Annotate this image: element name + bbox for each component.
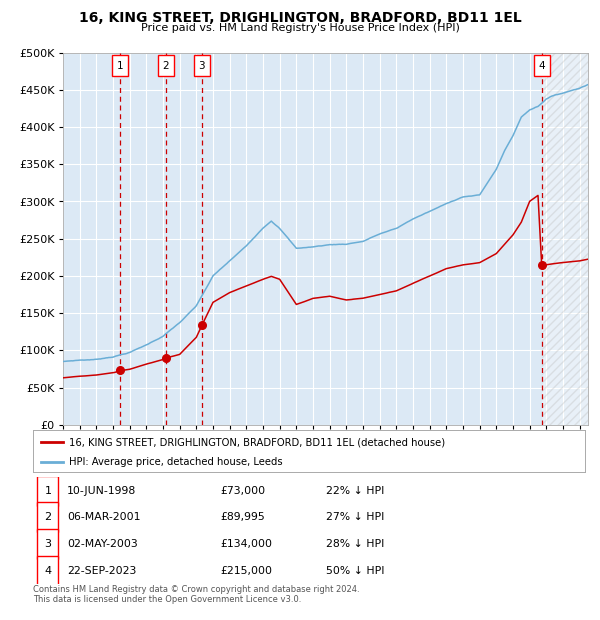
Text: 06-MAR-2001: 06-MAR-2001 [67, 512, 141, 523]
FancyBboxPatch shape [158, 55, 174, 76]
Text: 3: 3 [199, 61, 205, 71]
Bar [542, 53, 600, 425]
Text: £134,000: £134,000 [221, 539, 272, 549]
FancyBboxPatch shape [112, 55, 128, 76]
FancyBboxPatch shape [37, 502, 58, 533]
Text: 16, KING STREET, DRIGHLINGTON, BRADFORD, BD11 1EL: 16, KING STREET, DRIGHLINGTON, BRADFORD,… [79, 11, 521, 25]
FancyBboxPatch shape [37, 476, 58, 506]
Text: 16, KING STREET, DRIGHLINGTON, BRADFORD, BD11 1EL (detached house): 16, KING STREET, DRIGHLINGTON, BRADFORD,… [69, 437, 445, 447]
Text: £215,000: £215,000 [221, 565, 272, 576]
Text: 22-SEP-2023: 22-SEP-2023 [67, 565, 137, 576]
Text: 50% ↓ HPI: 50% ↓ HPI [326, 565, 384, 576]
Text: 2: 2 [44, 512, 52, 523]
Text: 4: 4 [44, 565, 52, 576]
Text: Contains HM Land Registry data © Crown copyright and database right 2024.: Contains HM Land Registry data © Crown c… [33, 585, 359, 594]
Text: £89,995: £89,995 [221, 512, 265, 523]
Text: 1: 1 [117, 61, 124, 71]
Text: 02-MAY-2003: 02-MAY-2003 [67, 539, 138, 549]
Text: Price paid vs. HM Land Registry's House Price Index (HPI): Price paid vs. HM Land Registry's House … [140, 23, 460, 33]
Text: 4: 4 [538, 61, 545, 71]
FancyBboxPatch shape [194, 55, 210, 76]
Text: £73,000: £73,000 [221, 485, 266, 496]
FancyBboxPatch shape [37, 529, 58, 559]
Text: 22% ↓ HPI: 22% ↓ HPI [326, 485, 384, 496]
Text: 27% ↓ HPI: 27% ↓ HPI [326, 512, 384, 523]
FancyBboxPatch shape [534, 55, 550, 76]
Text: 2: 2 [163, 61, 169, 71]
Text: 10-JUN-1998: 10-JUN-1998 [67, 485, 136, 496]
FancyBboxPatch shape [37, 556, 58, 586]
Text: 1: 1 [44, 485, 52, 496]
Text: HPI: Average price, detached house, Leeds: HPI: Average price, detached house, Leed… [69, 457, 283, 467]
Text: 28% ↓ HPI: 28% ↓ HPI [326, 539, 384, 549]
Text: 3: 3 [44, 539, 52, 549]
Text: This data is licensed under the Open Government Licence v3.0.: This data is licensed under the Open Gov… [33, 595, 301, 604]
